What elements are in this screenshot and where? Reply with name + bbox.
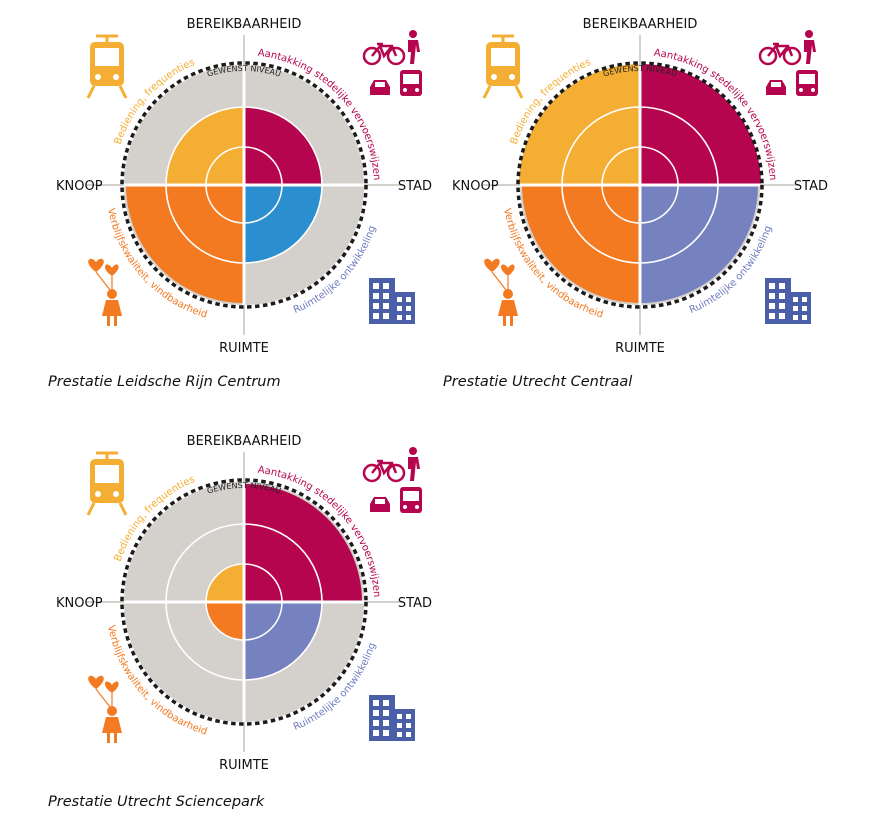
- axis-label-ruimte: RUIMTE: [219, 758, 269, 773]
- bus-icon: [796, 70, 818, 96]
- caption-utrecht-centraal: Prestatie Utrecht Centraal: [443, 374, 633, 390]
- sector-bottom-right: [244, 185, 322, 263]
- sector-bottom-right: [244, 602, 322, 680]
- sector-bottom-right: [640, 185, 758, 303]
- axis-label-knoop: KNOOP: [56, 179, 103, 194]
- sector-bottom-left: [522, 185, 640, 303]
- balloon-girl-icon: [88, 258, 122, 326]
- bicycle-icon: [362, 459, 406, 483]
- axis-label-stad: STAD: [398, 179, 432, 194]
- axis-label-ruimte: RUIMTE: [219, 341, 269, 356]
- axis-label-bereikbaarheid: BEREIKBAARHEID: [187, 434, 302, 449]
- sector-bottom-left: [206, 602, 244, 640]
- performance-diagram-utrecht-sciencepark: GEWENST NIVEAU Bediening, frequenties Aant…: [44, 425, 444, 785]
- buildings-icon: [369, 278, 415, 324]
- pedestrian-icon: [408, 30, 420, 64]
- performance-diagram-leidsche-rijn-centrum: GEWENST NIVEAU Bediening, frequenties Aant…: [44, 8, 444, 368]
- axis-label-stad: STAD: [398, 596, 432, 611]
- desired-level-boundary: [516, 61, 764, 309]
- buildings-icon: [765, 278, 811, 324]
- axis-label-bereikbaarheid: BEREIKBAARHEID: [583, 17, 698, 32]
- pedestrian-icon: [408, 447, 420, 481]
- pedestrian-icon: [804, 30, 816, 64]
- balloon-girl-icon: [484, 258, 518, 326]
- performance-diagram-utrecht-centraal: GEWENST NIVEAU Bediening, frequenties Aant…: [440, 8, 840, 368]
- tram-icon: [86, 34, 128, 99]
- balloon-girl-icon: [88, 675, 122, 743]
- caption-utrecht-sciencepark: Prestatie Utrecht Sciencepark: [48, 794, 265, 810]
- desired-level-boundary: [120, 61, 368, 309]
- sector-bottom-left: [126, 185, 244, 303]
- axis-label-knoop: KNOOP: [452, 179, 499, 194]
- sector-top-right: [244, 484, 362, 602]
- car-icon: [370, 80, 390, 95]
- car-icon: [370, 497, 390, 512]
- bicycle-icon: [758, 42, 802, 66]
- bus-icon: [400, 487, 422, 513]
- sector-top-left: [166, 107, 244, 185]
- tram-icon: [482, 34, 524, 99]
- desired-level-boundary: [120, 478, 368, 726]
- axis-label-ruimte: RUIMTE: [615, 341, 665, 356]
- car-icon: [766, 80, 786, 95]
- axis-label-knoop: KNOOP: [56, 596, 103, 611]
- sector-top-left: [206, 564, 244, 602]
- bus-icon: [400, 70, 422, 96]
- axis-label-bereikbaarheid: BEREIKBAARHEID: [187, 17, 302, 32]
- sector-top-right: [640, 64, 761, 185]
- sector-top-left: [519, 64, 640, 185]
- tram-icon: [86, 451, 128, 516]
- caption-leidsche-rijn-centrum: Prestatie Leidsche Rijn Centrum: [48, 374, 281, 390]
- sector-top-right: [244, 107, 322, 185]
- buildings-icon: [369, 695, 415, 741]
- axis-label-stad: STAD: [794, 179, 828, 194]
- bicycle-icon: [362, 42, 406, 66]
